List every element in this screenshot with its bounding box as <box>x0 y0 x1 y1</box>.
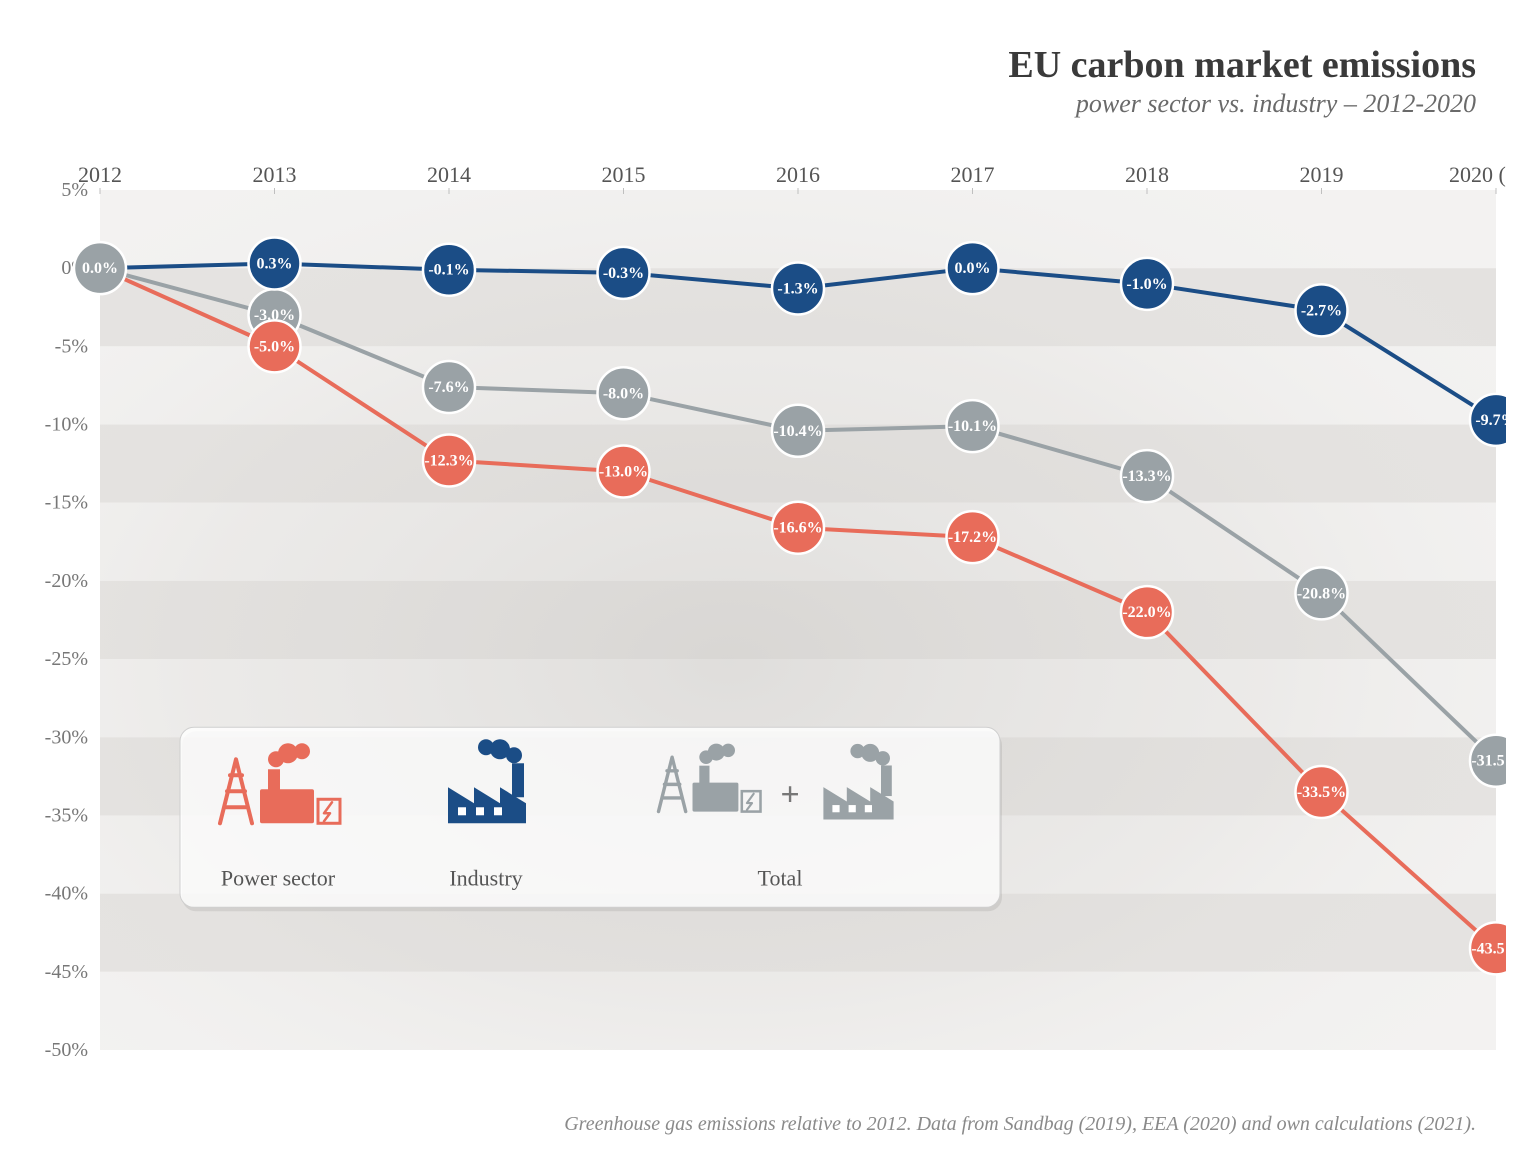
y-tick-label: -50% <box>45 1039 88 1061</box>
data-label-total: -31.5% <box>1471 753 1506 770</box>
data-label-total: -13.3% <box>1122 468 1171 485</box>
svg-text:+: + <box>780 776 799 813</box>
y-tick-label: -45% <box>45 961 88 983</box>
title-block: EU carbon market emissions power sector … <box>1008 45 1476 119</box>
data-label-power: -17.2% <box>948 529 997 546</box>
x-tick-label: 2019 <box>1300 162 1344 187</box>
data-label-industry: -1.3% <box>777 281 818 298</box>
x-tick-label: 2016 <box>776 162 820 187</box>
x-tick-label: 2020 (est.) <box>1449 162 1506 187</box>
x-tick-label: 2015 <box>602 162 646 187</box>
x-tick-label: 2014 <box>427 162 471 187</box>
data-label-total: -10.4% <box>773 423 822 440</box>
chart-svg: 5%0%-5%-10%-15%-20%-25%-30%-35%-40%-45%-… <box>30 160 1506 1080</box>
data-label-power: -43.5% <box>1471 940 1506 957</box>
footnote: Greenhouse gas emissions relative to 201… <box>564 1113 1476 1136</box>
data-label-industry: 0.0% <box>955 260 991 277</box>
chart: 5%0%-5%-10%-15%-20%-25%-30%-35%-40%-45%-… <box>30 160 1506 1080</box>
legend-label-industry: Industry <box>449 865 522 890</box>
page: EU carbon market emissions power sector … <box>0 0 1536 1172</box>
y-tick-label: -35% <box>45 804 88 826</box>
data-label-industry: -1.0% <box>1126 276 1167 293</box>
data-label-total: -10.1% <box>948 418 997 435</box>
data-label-total: -7.6% <box>428 379 469 396</box>
y-tick-label: -20% <box>45 570 88 592</box>
y-tick-label: -10% <box>45 414 88 436</box>
background-smoke <box>100 190 1496 1050</box>
x-tick-label: 2013 <box>253 162 297 187</box>
data-label-total: -20.8% <box>1297 585 1346 602</box>
data-label-power: -33.5% <box>1297 784 1346 801</box>
x-tick-label: 2018 <box>1125 162 1169 187</box>
data-label-industry: -2.7% <box>1301 302 1342 319</box>
chart-title: EU carbon market emissions <box>1008 45 1476 87</box>
x-tick-label: 2012 <box>78 162 122 187</box>
data-label-industry: 0.3% <box>257 255 293 272</box>
data-label-industry: -9.7% <box>1475 412 1506 429</box>
y-tick-label: -15% <box>45 492 88 514</box>
data-label-industry: -0.1% <box>428 262 469 279</box>
y-tick-label: -30% <box>45 726 88 748</box>
legend-label-total: Total <box>758 865 803 890</box>
data-label-power: -13.0% <box>599 463 648 480</box>
data-label-total: -8.0% <box>603 385 644 402</box>
x-tick-label: 2017 <box>951 162 995 187</box>
data-label-power: -5.0% <box>254 338 295 355</box>
data-label-power: -22.0% <box>1122 604 1171 621</box>
legend-label-power: Power sector <box>221 865 336 890</box>
data-label-power: -16.6% <box>773 520 822 537</box>
y-tick-label: -5% <box>55 335 88 357</box>
y-tick-label: -25% <box>45 648 88 670</box>
y-tick-label: -40% <box>45 883 88 905</box>
chart-subtitle: power sector vs. industry – 2012-2020 <box>1008 89 1476 119</box>
data-label-industry: -0.3% <box>603 265 644 282</box>
data-label-total: 0.0% <box>82 260 118 277</box>
data-label-power: -12.3% <box>424 453 473 470</box>
